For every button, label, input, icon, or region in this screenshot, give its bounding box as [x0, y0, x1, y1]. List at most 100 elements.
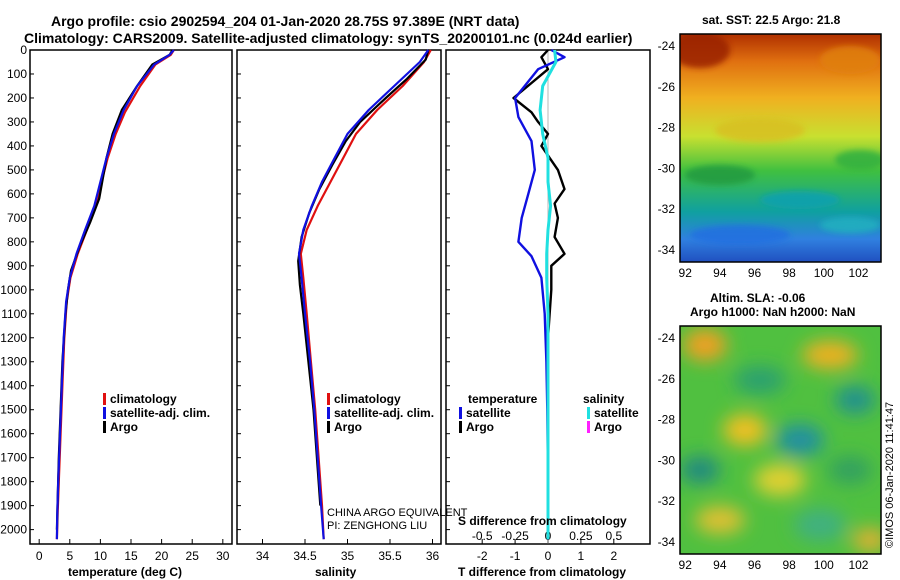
depth-tick-label: 1700 [0, 451, 27, 465]
legend-satellite-swatch [103, 407, 106, 419]
depth-tick-label: 1600 [0, 427, 27, 441]
sla-x-tick-label: 94 [713, 558, 727, 572]
sst-map-frame [679, 33, 882, 263]
temperature-legend: climatology satellite-adj. clim. Argo [103, 392, 210, 434]
s-diff-tick-label: -0.5 [472, 529, 493, 543]
sla-x-tick-label: 100 [814, 558, 834, 572]
sst-x-tick-label: 96 [748, 266, 762, 280]
x-tick-label: 35 [341, 549, 355, 563]
x-tick-label: 20 [155, 549, 169, 563]
depth-tick-label: 700 [7, 211, 27, 225]
x-tick-label: 34 [256, 549, 270, 563]
depth-tick-label: 1400 [0, 379, 27, 393]
depth-tick-label: 1000 [0, 283, 27, 297]
depth-tick-label: 900 [7, 259, 27, 273]
s-diff-tick-label: 0.25 [569, 529, 593, 543]
diff-legend-s-argo-label: Argo [594, 420, 622, 434]
diff-legend-temperature-title: temperature [468, 392, 538, 406]
x-tick-label: 15 [124, 549, 138, 563]
temperature-satellite-line [55, 49, 175, 540]
salinity-climatology-line [299, 49, 432, 540]
sla-map: Altim. SLA: -0.06 Argo h1000: NaN h2000:… [679, 291, 882, 555]
x-tick-label: 0 [545, 549, 552, 563]
sal-legend-argo-swatch [327, 421, 330, 433]
sal-legend-climatology-swatch [327, 393, 330, 405]
sal-legend-argo-label: Argo [334, 420, 362, 434]
sst-x-tick-label: 98 [782, 266, 796, 280]
diff-legend-t-satellite-swatch [459, 407, 462, 419]
depth-tick-label: 600 [7, 187, 27, 201]
sst-y-tick-label: -30 [658, 161, 676, 175]
sla-y-tick-label: -32 [658, 494, 676, 508]
x-tick-label: 2 [610, 549, 617, 563]
diff-legend-s-satellite-label: satellite [594, 406, 639, 420]
depth-tick-label: 100 [7, 67, 27, 81]
s-diff-tick-label: -0.25 [501, 529, 529, 543]
diff-legend-t-satellite-label: satellite [466, 406, 511, 420]
legend-argo-label: Argo [110, 420, 138, 434]
sst-x-tick-label: 94 [713, 266, 727, 280]
difference-legend: temperature satellite Argo salinity sate… [459, 392, 639, 434]
x-tick-label: 36 [426, 549, 440, 563]
legend-satellite-label: satellite-adj. clim. [110, 406, 210, 420]
china-argo-note: CHINA ARGO EQUIVALENT [327, 507, 468, 519]
sal-legend-satellite-swatch [327, 407, 330, 419]
x-tick-label: 10 [94, 549, 108, 563]
salinity-satellite-line [297, 49, 430, 540]
temperature-argo-line [55, 49, 174, 530]
depth-tick-label: 1200 [0, 331, 27, 345]
x-tick-label: 34.5 [293, 549, 317, 563]
salinity-plot-frame [236, 49, 442, 545]
depth-tick-label: 1500 [0, 403, 27, 417]
depth-tick-label: 300 [7, 115, 27, 129]
depth-tick-label: 500 [7, 163, 27, 177]
x-tick-label: -1 [510, 549, 521, 563]
header-title-line2: Climatology: CARS2009. Satellite-adjuste… [24, 30, 632, 46]
x-tick-label: 0 [36, 549, 43, 563]
series-layer [55, 48, 566, 540]
x-tick-label: 1 [578, 549, 585, 563]
s-diff-tick-label: 0.5 [605, 529, 622, 543]
pi-note: PI: ZENGHONG LIU [327, 520, 427, 532]
sla-texture [680, 329, 881, 552]
sst-y-tick-label: -32 [658, 202, 676, 216]
diff-legend-s-argo-swatch [587, 421, 590, 433]
header-title-line1: Argo profile: csio 2902594_204 01-Jan-20… [51, 13, 519, 29]
diff-legend-s-satellite-swatch [587, 407, 590, 419]
sst-y-tick-label: -24 [658, 39, 676, 53]
sst-map: sat. SST: 22.5 Argo: 21.8 [679, 13, 882, 263]
depth-tick-label: 1900 [0, 499, 27, 513]
temperature-climatology-line [55, 49, 175, 540]
x-tick-label: -2 [477, 549, 488, 563]
depth-tick-label: 0 [20, 43, 27, 57]
sla-y-tick-label: -24 [658, 331, 676, 345]
sla-x-tick-label: 96 [748, 558, 762, 572]
sla-map-frame [679, 325, 882, 555]
diff-legend-t-argo-swatch [459, 421, 462, 433]
sla-x-tick-label: 98 [782, 558, 796, 572]
sla-y-tick-label: -28 [658, 413, 676, 427]
sla-y-tick-label: -26 [658, 372, 676, 386]
sst-y-tick-label: -34 [658, 243, 676, 257]
sst-texture [680, 34, 881, 245]
difference-x-label: T difference from climatology [458, 565, 626, 579]
sla-x-tick-label: 102 [848, 558, 868, 572]
diff-legend-t-argo-label: Argo [466, 420, 494, 434]
sst-y-tick-label: -28 [658, 121, 676, 135]
sst-x-tick-label: 102 [848, 266, 868, 280]
depth-tick-label: 800 [7, 235, 27, 249]
sst-x-tick-label: 100 [814, 266, 834, 280]
sla-y-tick-label: -34 [658, 535, 676, 549]
depth-tick-label: 200 [7, 91, 27, 105]
legend-climatology-label: climatology [110, 392, 177, 406]
s-diff-satellite-line [538, 49, 558, 540]
sla-x-tick-label: 92 [679, 558, 693, 572]
salinity-x-label: salinity [315, 565, 357, 579]
sla-y-tick-label: -30 [658, 453, 676, 467]
axes-layer: 0100200300400500600700800900100011001200… [0, 39, 869, 572]
legend-argo-swatch [103, 421, 106, 433]
salinity-legend: climatology satellite-adj. clim. Argo CH… [327, 392, 468, 532]
sla-title-line1: Altim. SLA: -0.06 [710, 291, 806, 305]
sst-x-tick-label: 92 [679, 266, 693, 280]
